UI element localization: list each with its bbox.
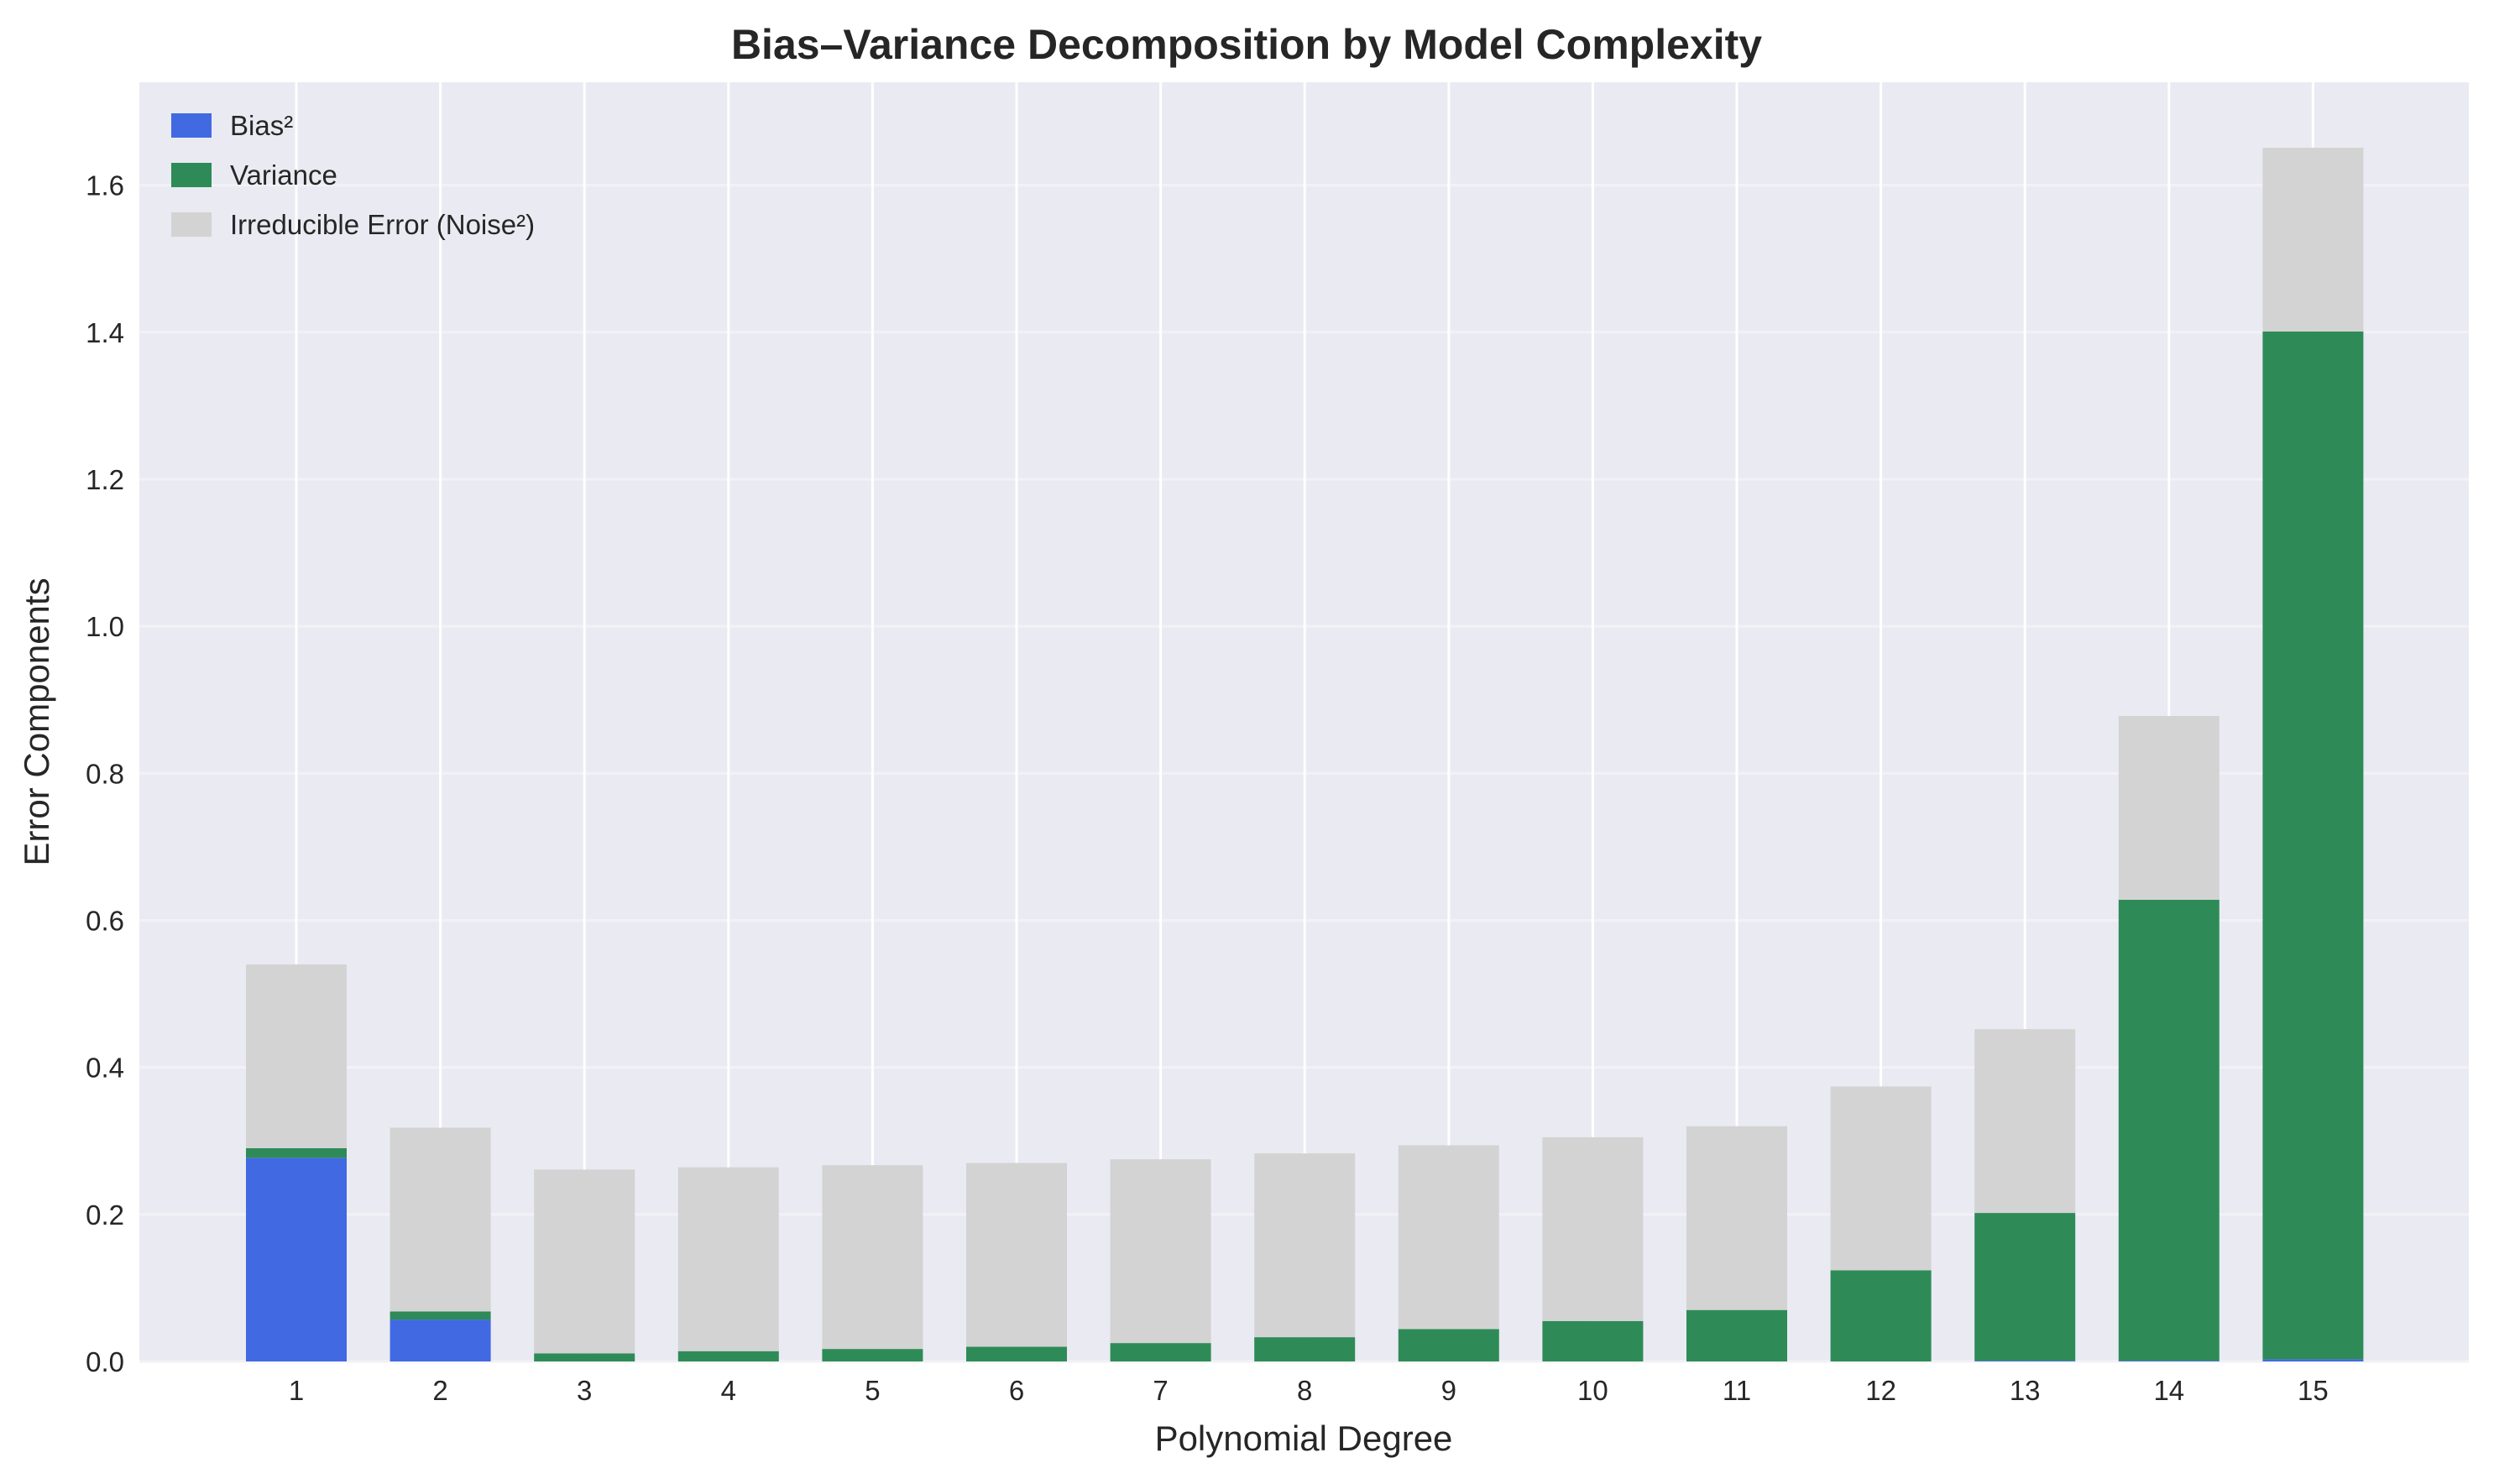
- x-tick-label: 15: [2298, 1375, 2329, 1406]
- bar-noise: [1974, 1029, 2076, 1214]
- bar-stack-degree-10: [1542, 1137, 1644, 1361]
- bar-stack-degree-6: [966, 1163, 1067, 1361]
- x-tick-label: 12: [1865, 1375, 1896, 1406]
- bar-variance: [1398, 1329, 1499, 1361]
- x-tick-label: 14: [2153, 1375, 2184, 1406]
- legend-label-noise: Irreducible Error (Noise²): [230, 209, 535, 240]
- bar-noise: [677, 1167, 779, 1351]
- legend-swatch-variance: [171, 163, 212, 187]
- bar-bias: [390, 1319, 491, 1361]
- bar-noise: [390, 1127, 491, 1312]
- bar-bias: [2262, 1359, 2364, 1361]
- bar-variance: [1110, 1343, 1211, 1361]
- chart-title: Bias–Variance Decomposition by Model Com…: [731, 21, 1762, 68]
- bar-noise: [1110, 1159, 1211, 1344]
- y-tick-label: 1.4: [86, 317, 124, 348]
- x-tick-label: 8: [1297, 1375, 1312, 1406]
- x-tick-label: 2: [432, 1375, 447, 1406]
- bar-variance: [1830, 1270, 1932, 1361]
- y-tick-label: 0.6: [86, 905, 124, 936]
- bar-noise: [2118, 715, 2220, 900]
- legend-label-bias: Bias²: [230, 110, 293, 141]
- bar-noise: [966, 1163, 1067, 1347]
- x-tick-label: 10: [1577, 1375, 1608, 1406]
- bar-noise: [1686, 1126, 1787, 1310]
- bar-variance: [1686, 1309, 1787, 1361]
- bar-variance: [1254, 1337, 1356, 1361]
- y-axis-label: Error Components: [17, 577, 56, 865]
- y-tick-label: 1.2: [86, 464, 124, 495]
- bar-stack-degree-11: [1686, 1126, 1787, 1361]
- bar-stack-degree-2: [390, 1127, 491, 1361]
- y-tick-label: 0.0: [86, 1346, 124, 1377]
- bar-variance: [822, 1349, 923, 1361]
- y-tick-label: 1.0: [86, 611, 124, 642]
- bar-noise: [2262, 147, 2364, 332]
- legend-label-variance: Variance: [230, 159, 337, 191]
- bar-stack-degree-7: [1110, 1159, 1211, 1361]
- y-tick-label: 0.8: [86, 758, 124, 789]
- bar-noise: [1542, 1137, 1644, 1321]
- bar-stack-degree-12: [1830, 1086, 1932, 1361]
- bar-noise: [822, 1165, 923, 1350]
- bar-stack-degree-5: [822, 1165, 923, 1361]
- bar-stack-degree-13: [1974, 1029, 2076, 1361]
- y-tick-label: 1.6: [86, 170, 124, 201]
- x-tick-label: 7: [1153, 1375, 1168, 1406]
- x-tick-label: 6: [1009, 1375, 1024, 1406]
- bar-variance: [2118, 899, 2220, 1361]
- x-tick-label: 13: [2010, 1375, 2041, 1406]
- bar-noise: [1398, 1145, 1499, 1330]
- bar-noise: [534, 1169, 635, 1354]
- bar-stack-degree-14: [2118, 715, 2220, 1361]
- bar-stack-degree-1: [246, 964, 347, 1361]
- x-tick-label: 9: [1441, 1375, 1456, 1406]
- bar-variance: [677, 1351, 779, 1361]
- bar-stack-degree-15: [2262, 147, 2364, 1361]
- y-tick-labels: 0.0 0.2 0.4 0.6 0.8 1.0 1.2 1.4 1.6: [86, 170, 124, 1377]
- bar-variance: [2262, 331, 2364, 1360]
- legend-swatch-bias: [171, 113, 212, 138]
- bar-noise: [246, 964, 347, 1148]
- x-tick-label: 1: [289, 1375, 304, 1406]
- x-tick-label: 11: [1723, 1375, 1751, 1406]
- bar-stack-degree-9: [1398, 1145, 1499, 1361]
- bar-variance: [1542, 1320, 1644, 1361]
- bar-variance: [966, 1346, 1067, 1361]
- y-tick-label: 0.2: [86, 1199, 124, 1231]
- bar-stack-degree-3: [534, 1169, 635, 1361]
- bar-noise: [1254, 1153, 1356, 1338]
- bar-variance: [246, 1148, 347, 1158]
- bar-bias: [246, 1157, 347, 1361]
- legend: Bias² Variance Irreducible Error (Noise²): [171, 110, 535, 240]
- x-tick-label: 3: [577, 1375, 592, 1406]
- bar-stack-degree-8: [1254, 1153, 1356, 1361]
- x-tick-labels: 1 2 3 4 5 6 7 8 9 10 11 12 13 14 15: [289, 1375, 2329, 1406]
- bar-variance: [534, 1353, 635, 1361]
- x-tick-label: 5: [865, 1375, 880, 1406]
- bar-variance: [1974, 1213, 2076, 1361]
- y-tick-label: 0.4: [86, 1053, 124, 1084]
- bar-variance: [390, 1311, 491, 1320]
- bar-noise: [1830, 1086, 1932, 1271]
- x-axis-label: Polynomial Degree: [1155, 1419, 1453, 1458]
- x-tick-label: 4: [721, 1375, 736, 1406]
- stacked-bars: [246, 147, 2364, 1361]
- legend-swatch-noise: [171, 212, 212, 237]
- bar-stack-degree-4: [677, 1167, 779, 1361]
